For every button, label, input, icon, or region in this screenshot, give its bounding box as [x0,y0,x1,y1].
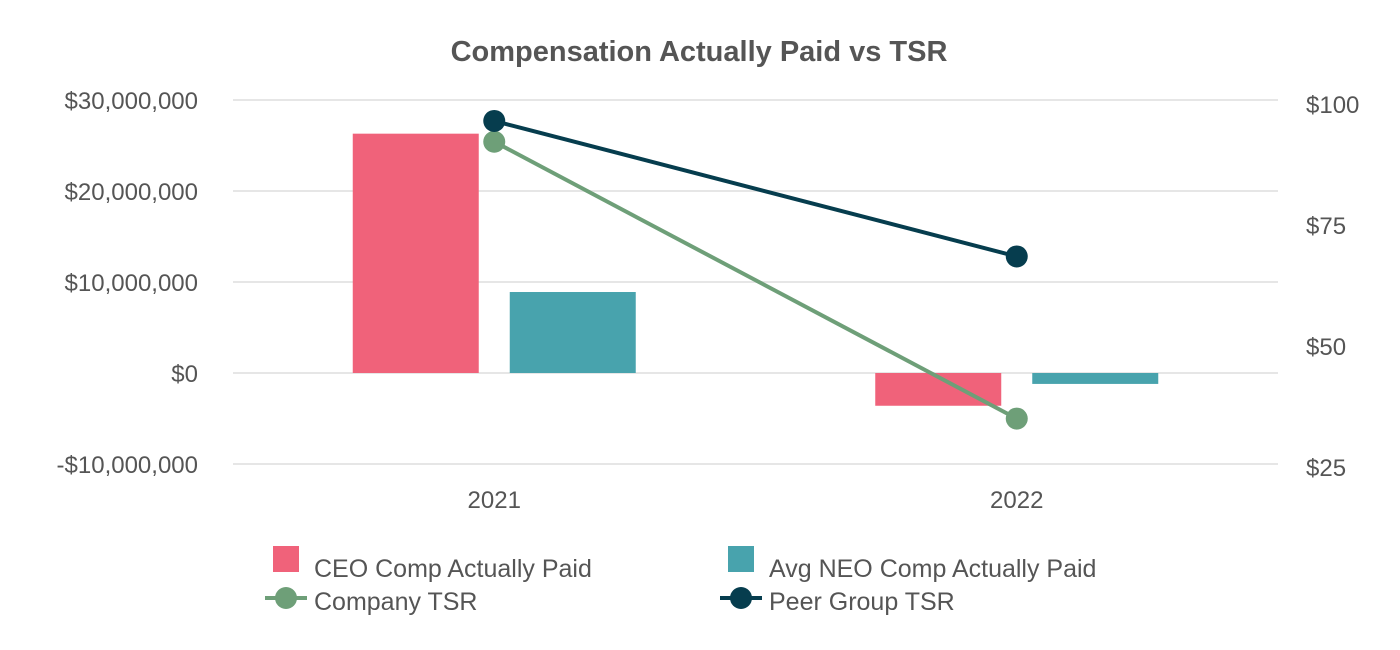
left-y-axis: -$10,000,000 $0 $10,000,000 $20,000,000 $30,… [57,88,198,479]
series-line [493,139,1018,421]
left-tick-label: $0 [171,361,198,388]
legend-label: CEO Comp Actually Paid [314,555,592,583]
legend: CEO Comp Actually Paid Avg NEO Comp Actua… [265,546,1096,616]
legend-marker [730,587,752,609]
x-tick-label: 2022 [990,487,1043,514]
bar [352,133,479,373]
bar [1032,373,1159,384]
bar [509,292,636,373]
legend-label: Peer Group TSR [769,588,955,616]
line-point [483,130,506,153]
line-point [483,109,506,132]
series-line [493,119,1018,259]
x-tick-label: 2021 [468,487,521,514]
right-tick-label: $25 [1306,455,1346,482]
right-tick-label: $50 [1306,334,1346,361]
legend-swatch [728,546,754,572]
x-axis: 2021 2022 [468,487,1044,514]
right-tick-label: $75 [1306,213,1346,240]
chart-title: Compensation Actually Paid vs TSR [451,36,948,68]
line-point [1005,245,1028,268]
bar-series [352,133,1159,406]
left-tick-label: $30,000,000 [65,88,198,115]
legend-label: Company TSR [314,588,478,616]
right-y-axis: $25 $50 $75 $100 [1306,92,1359,482]
legend-swatch [273,546,299,572]
legend-marker [275,587,297,609]
line-point [1005,407,1028,430]
left-tick-label: -$10,000,000 [57,452,198,479]
line-series [483,109,1028,430]
left-tick-label: $20,000,000 [65,179,198,206]
legend-label: Avg NEO Comp Actually Paid [769,555,1096,583]
right-tick-label: $100 [1306,92,1359,119]
left-tick-label: $10,000,000 [65,270,198,297]
